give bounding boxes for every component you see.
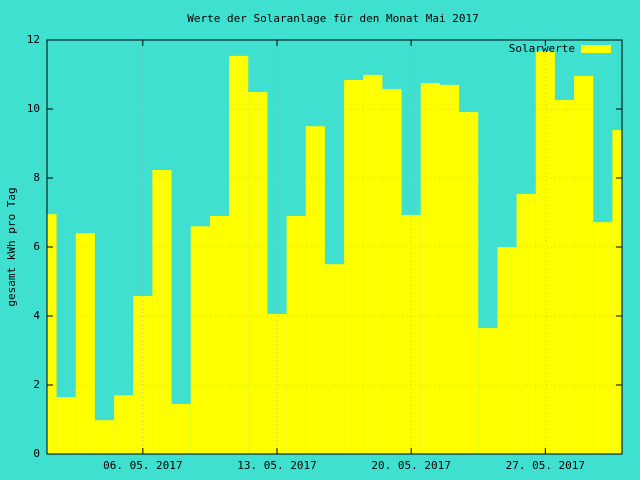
bar	[75, 233, 95, 454]
bar	[152, 170, 172, 454]
x-tick-label: 06. 05. 2017	[103, 459, 182, 472]
bar	[248, 92, 268, 454]
bar	[574, 75, 594, 454]
bar	[94, 420, 115, 454]
bar	[593, 222, 613, 454]
x-tick-label: 20. 05. 2017	[371, 459, 450, 472]
bar	[324, 264, 345, 454]
bar	[267, 313, 287, 454]
bar	[439, 84, 460, 454]
bar	[133, 295, 153, 454]
bar	[114, 395, 134, 454]
bar	[209, 215, 230, 454]
bar	[305, 126, 325, 454]
x-tick-label: 27. 05. 2017	[506, 459, 585, 472]
chart-title: Werte der Solaranlage für den Monat Mai …	[187, 12, 478, 25]
y-tick-label: 0	[33, 447, 40, 460]
bar	[478, 328, 498, 454]
y-tick-label: 2	[33, 378, 40, 391]
plot-border	[46, 39, 623, 455]
bar	[612, 130, 622, 454]
bar	[286, 215, 306, 454]
y-axis-label: gesamt kWh pro Tag	[5, 187, 18, 306]
bar	[497, 247, 517, 454]
legend-label: Solarwerte	[509, 42, 575, 55]
y-tick-label: 10	[27, 102, 40, 115]
bar	[516, 193, 536, 454]
y-tick-label: 4	[33, 309, 40, 322]
bar	[363, 74, 383, 454]
bar	[554, 100, 575, 454]
x-tick-label: 13. 05. 2017	[237, 459, 316, 472]
bar	[47, 214, 57, 454]
bar	[171, 403, 191, 454]
bar	[344, 80, 364, 454]
y-tick-label: 8	[33, 171, 40, 184]
bar	[459, 112, 479, 454]
y-tick-label: 12	[27, 33, 40, 46]
legend-swatch	[581, 45, 611, 53]
bar	[229, 55, 249, 454]
bar	[382, 88, 402, 454]
y-tick-label: 6	[33, 240, 40, 253]
bar	[420, 83, 440, 454]
bar	[190, 226, 210, 454]
bar	[56, 397, 76, 454]
bar	[401, 214, 421, 454]
